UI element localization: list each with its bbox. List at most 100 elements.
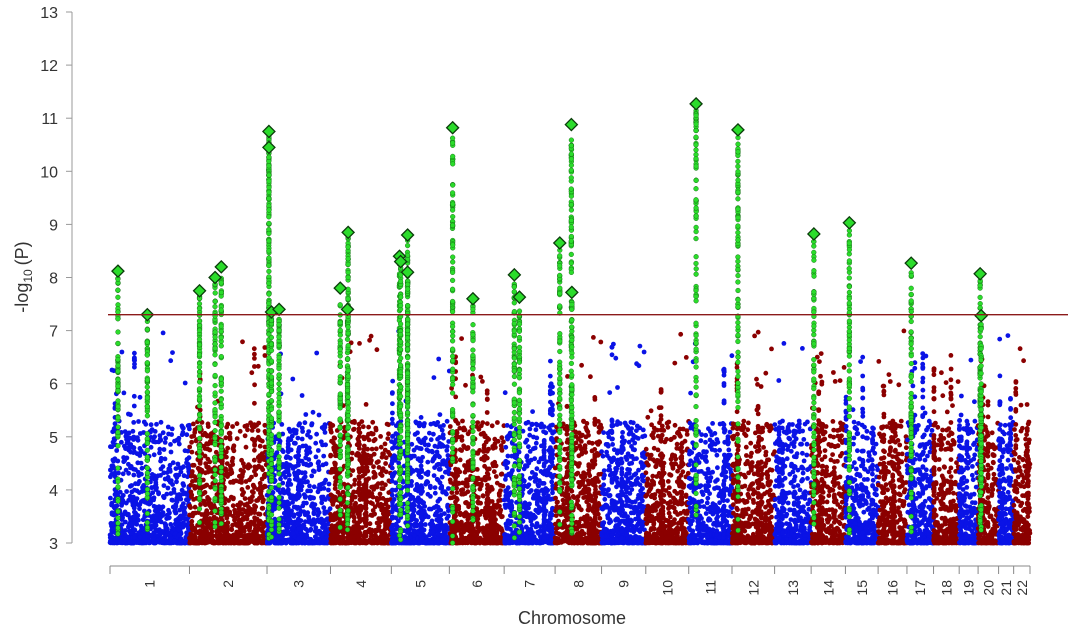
snp-point bbox=[549, 479, 555, 485]
snp-point bbox=[484, 421, 490, 426]
snp-point bbox=[139, 526, 145, 532]
snp-point bbox=[484, 410, 490, 415]
snp-point bbox=[239, 474, 245, 479]
snp-point bbox=[527, 426, 533, 432]
snp-point bbox=[192, 504, 198, 510]
snp-point bbox=[287, 429, 293, 434]
snp-point bbox=[285, 454, 291, 460]
snp-point bbox=[405, 529, 410, 534]
snp-point bbox=[123, 519, 128, 525]
snp-point bbox=[132, 515, 137, 521]
snp-point bbox=[109, 367, 115, 373]
snp-point bbox=[243, 509, 249, 515]
snp-point bbox=[505, 460, 511, 465]
snp-point bbox=[390, 420, 395, 426]
snp-point bbox=[285, 448, 291, 453]
snp-point bbox=[494, 502, 500, 508]
snp-point bbox=[445, 453, 451, 458]
snp-point bbox=[374, 484, 380, 490]
snp-point bbox=[197, 461, 203, 466]
snp-point bbox=[547, 521, 553, 526]
snp-point bbox=[352, 481, 357, 487]
snp-point bbox=[108, 495, 113, 501]
snp-point bbox=[457, 457, 463, 463]
snp-point bbox=[172, 508, 178, 514]
snp-point bbox=[465, 512, 471, 518]
snp-point bbox=[351, 513, 356, 519]
snp-point bbox=[508, 519, 514, 524]
snp-point bbox=[548, 427, 553, 433]
snp-point bbox=[332, 443, 338, 449]
snp-point bbox=[296, 422, 302, 428]
snp-point bbox=[436, 540, 441, 545]
snp-point bbox=[311, 511, 317, 517]
snp-point bbox=[361, 534, 367, 539]
snp-point bbox=[530, 409, 535, 414]
snp-point bbox=[131, 497, 137, 503]
snp-point bbox=[197, 466, 203, 472]
snp-point bbox=[304, 500, 309, 506]
snp-point bbox=[453, 466, 458, 472]
snp-point bbox=[180, 491, 186, 497]
snp-point bbox=[286, 501, 292, 507]
snp-point bbox=[302, 474, 308, 480]
snp-point bbox=[351, 519, 357, 524]
snp-point bbox=[321, 486, 327, 491]
snp-point bbox=[305, 528, 311, 534]
snp-point bbox=[377, 517, 383, 523]
y-tick-label: 10 bbox=[40, 164, 58, 181]
snp-point bbox=[205, 495, 211, 500]
snp-point bbox=[163, 522, 168, 527]
snp-point bbox=[548, 445, 553, 450]
snp-point bbox=[150, 537, 156, 542]
snp-point bbox=[151, 452, 157, 458]
snp-point bbox=[285, 537, 291, 543]
snp-point bbox=[184, 432, 190, 438]
snp-point bbox=[167, 462, 173, 468]
snp-point bbox=[465, 431, 471, 437]
snp-point bbox=[447, 424, 453, 429]
snp-point bbox=[390, 401, 395, 407]
snp-point bbox=[296, 470, 301, 476]
snp-point bbox=[189, 449, 195, 455]
snp-point bbox=[357, 491, 362, 496]
snp-point bbox=[327, 506, 333, 512]
snp-point bbox=[122, 537, 127, 543]
snp-point bbox=[228, 467, 234, 473]
snp-point bbox=[252, 364, 257, 369]
snp-point bbox=[293, 430, 299, 436]
snp-point bbox=[132, 509, 137, 515]
snp-point bbox=[548, 529, 553, 534]
snp-point bbox=[378, 444, 384, 450]
snp-point bbox=[225, 520, 231, 526]
snp-point bbox=[386, 431, 391, 437]
snp-point bbox=[503, 493, 509, 499]
snp-point bbox=[462, 469, 468, 475]
snp-point bbox=[547, 373, 553, 379]
snp-point bbox=[202, 515, 208, 520]
snp-point bbox=[495, 438, 501, 444]
snp-point bbox=[314, 431, 319, 437]
snp-point bbox=[349, 450, 355, 456]
snp-point bbox=[457, 447, 463, 453]
y-tick-label: 5 bbox=[49, 430, 58, 447]
snp-point bbox=[325, 522, 330, 527]
y-tick-label: 8 bbox=[49, 271, 58, 288]
snp-point bbox=[319, 494, 324, 500]
snp-point bbox=[475, 500, 481, 506]
snp-point bbox=[173, 504, 179, 509]
snp-point bbox=[379, 468, 385, 474]
snp-point bbox=[120, 512, 126, 517]
snp-point bbox=[126, 470, 131, 476]
snp-point bbox=[508, 470, 514, 476]
snp-point bbox=[390, 446, 395, 451]
snp-point bbox=[382, 441, 388, 447]
snp-point bbox=[380, 530, 386, 536]
snp-point bbox=[168, 449, 174, 455]
snp-point bbox=[149, 472, 155, 477]
snp-point bbox=[356, 434, 362, 439]
snp-point bbox=[350, 468, 356, 473]
y-tick-label: 3 bbox=[49, 536, 58, 553]
snp-point bbox=[285, 509, 291, 514]
y-tick-label: 11 bbox=[41, 111, 58, 128]
